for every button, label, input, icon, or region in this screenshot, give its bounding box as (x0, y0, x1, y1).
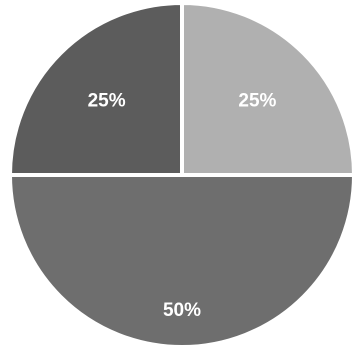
pie-slice-label-3: 50% (163, 300, 201, 321)
pie-slice-2 (7, 0, 184, 177)
pie-slice-label-2: 25% (88, 91, 126, 112)
pie-slice-3 (7, 173, 357, 349)
pie-slice-1 (180, 0, 357, 177)
pie-slice-label-1: 25% (238, 91, 276, 112)
